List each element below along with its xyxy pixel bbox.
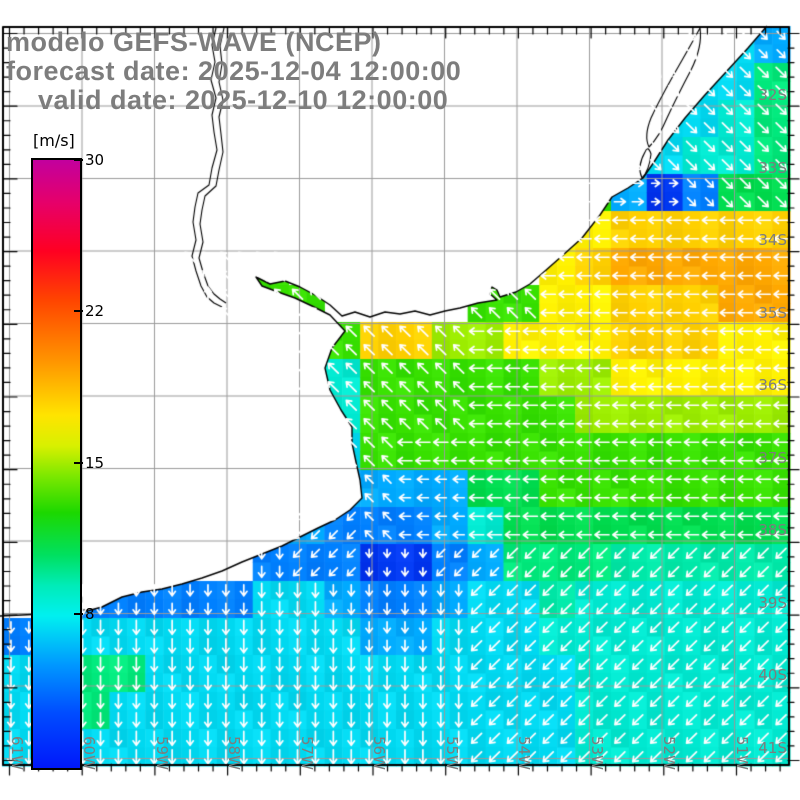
lon-label: 58W xyxy=(225,736,243,770)
lat-label: 38S xyxy=(758,521,787,539)
colorbar-unit-label: [m/s] xyxy=(33,131,75,150)
lat-label: 39S xyxy=(758,593,787,612)
colorbar-tick-mark xyxy=(74,613,83,615)
colorbar-tick-label: 8 xyxy=(85,605,95,623)
colorbar-tick-label: 30 xyxy=(85,151,105,169)
colorbar-tick-mark xyxy=(74,159,83,161)
lon-label: 59W xyxy=(152,736,171,770)
lon-label: 60W xyxy=(80,736,98,770)
lat-label: 35S xyxy=(758,303,787,322)
valid-date: valid date: 2025-12-10 12:00:00 xyxy=(38,85,449,115)
colorbar-tick-label: 15 xyxy=(85,454,105,472)
lon-label: 57W xyxy=(297,736,316,770)
colorbar xyxy=(31,158,82,770)
lon-label: 61W xyxy=(7,736,26,770)
colorbar-tick-label: 22 xyxy=(85,302,105,320)
lon-label: 54W xyxy=(515,736,533,770)
lon-label: 52W xyxy=(660,736,678,770)
lon-label: 53W xyxy=(587,736,606,770)
lat-label: 36S xyxy=(758,376,787,394)
forecast-date: forecast date: 2025-12-04 12:00:00 xyxy=(6,56,462,86)
lat-label: 40S xyxy=(758,666,787,684)
model-title: modelo GEFS-WAVE (NCEP) xyxy=(6,27,382,57)
lon-label: 56W xyxy=(370,736,388,770)
lat-label: 37S xyxy=(758,448,787,467)
colorbar-tick-mark xyxy=(74,462,83,464)
lat-label: 34S xyxy=(758,231,787,249)
colorbar-tick-mark xyxy=(74,310,83,312)
lat-label: 33S xyxy=(758,158,787,177)
lon-label: 55W xyxy=(442,736,461,770)
lon-label: 51W xyxy=(732,736,751,770)
lat-label: 41S xyxy=(758,738,787,757)
lat-label: 32S xyxy=(758,86,787,104)
